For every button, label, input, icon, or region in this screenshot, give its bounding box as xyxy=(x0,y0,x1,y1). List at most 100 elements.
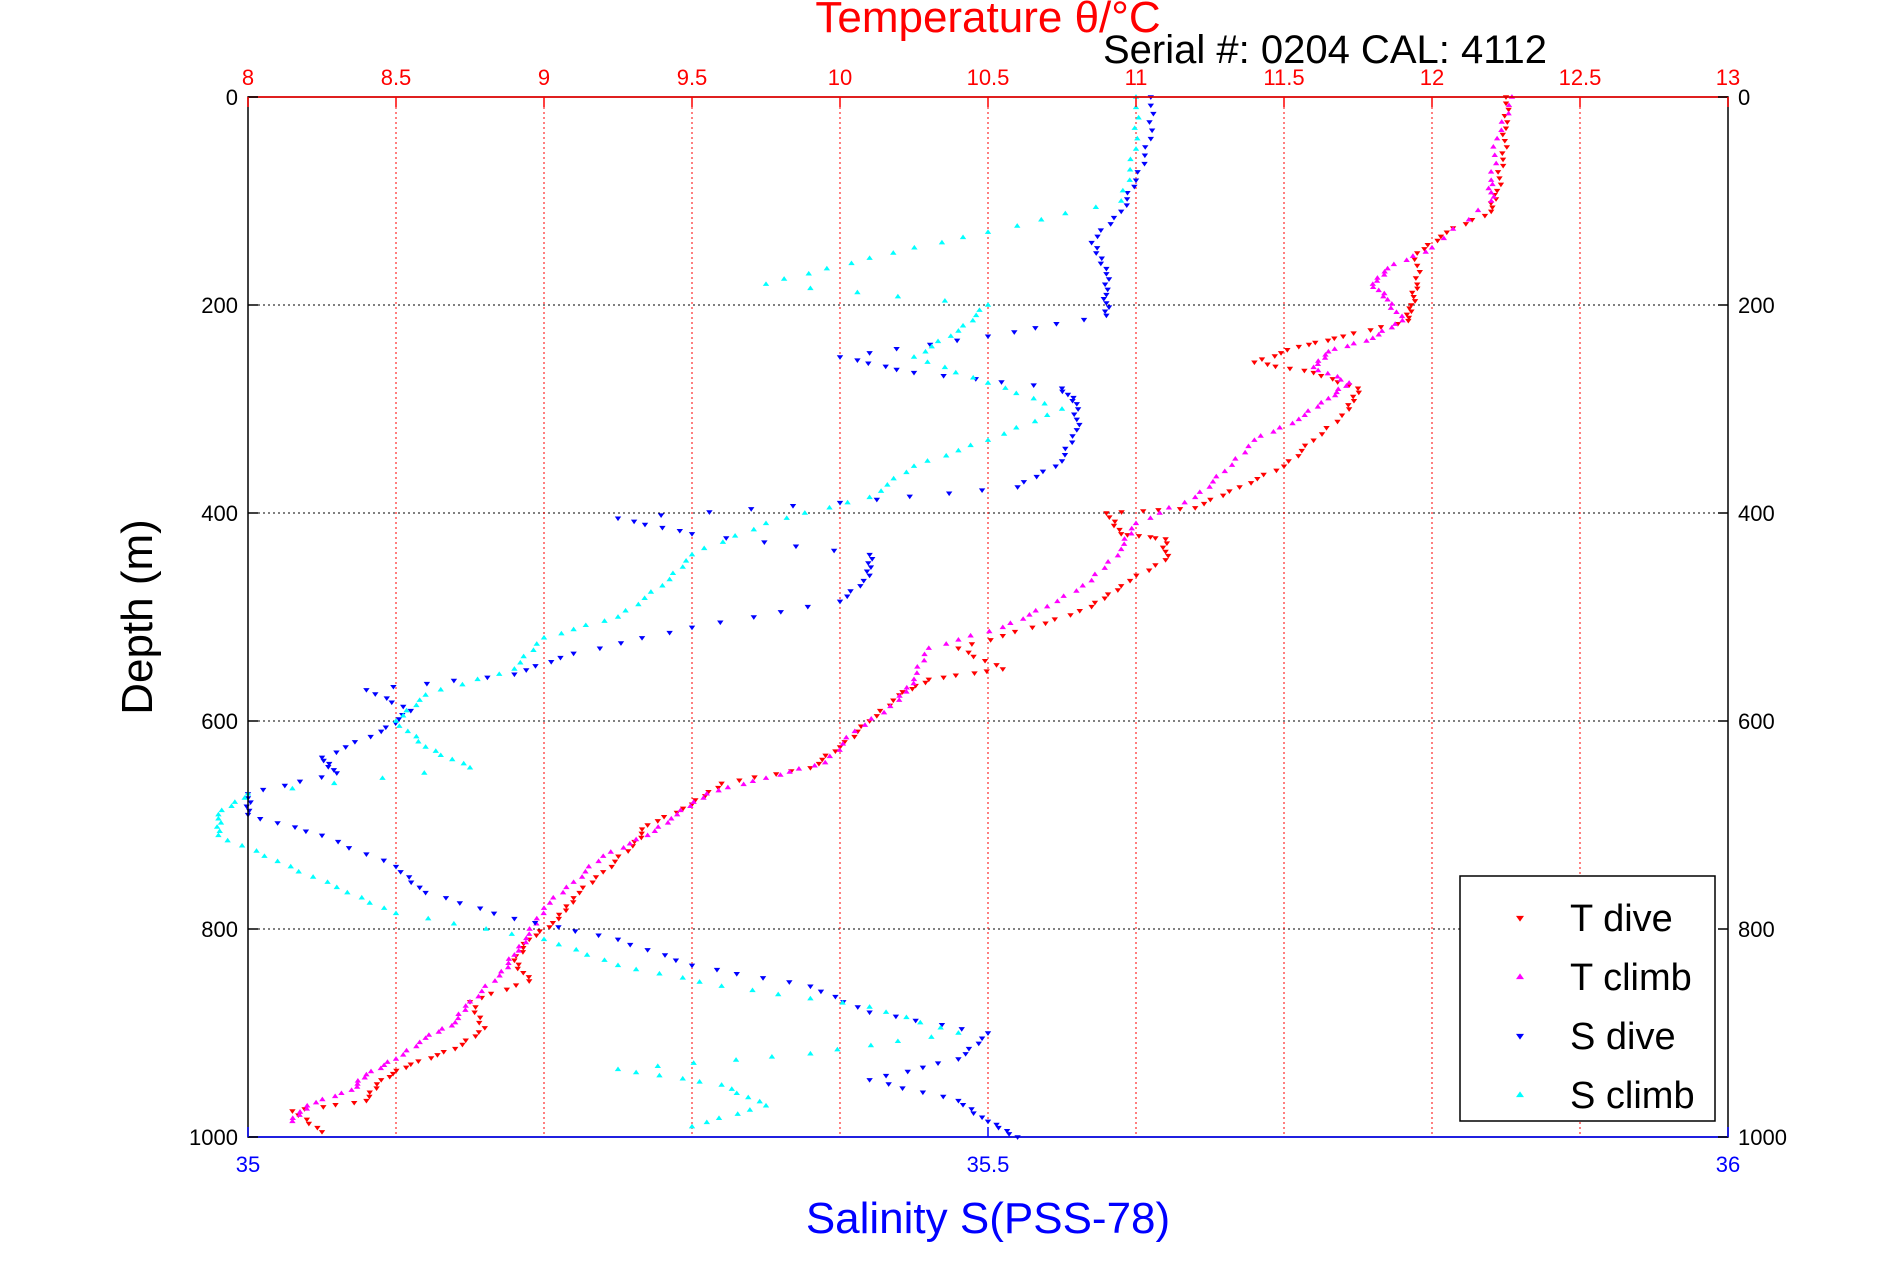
data-point xyxy=(672,958,680,964)
data-point xyxy=(238,842,246,848)
data-point xyxy=(1118,584,1125,589)
data-point xyxy=(868,716,875,721)
data-point xyxy=(476,1015,484,1021)
data-point xyxy=(1054,598,1061,604)
data-point xyxy=(1070,395,1077,401)
data-point xyxy=(1148,128,1156,134)
data-point xyxy=(475,993,482,999)
data-point xyxy=(354,1081,361,1086)
data-point xyxy=(1403,257,1410,263)
data-point xyxy=(941,364,949,370)
data-point xyxy=(866,1004,873,1009)
data-point xyxy=(1318,432,1326,437)
data-point xyxy=(241,795,248,800)
data-point xyxy=(1126,578,1134,584)
data-point xyxy=(562,908,570,914)
data-point xyxy=(1059,389,1066,395)
data-point xyxy=(839,999,846,1005)
temperature-tick-label: 12.5 xyxy=(1559,65,1602,90)
data-point xyxy=(1044,412,1051,417)
data-point xyxy=(540,634,548,640)
data-point xyxy=(1381,271,1388,277)
data-point xyxy=(984,1031,992,1036)
data-point xyxy=(1103,301,1110,306)
data-point xyxy=(688,1123,696,1129)
depth-tick-label-right: 200 xyxy=(1738,293,1775,318)
data-point xyxy=(851,728,858,734)
data-point xyxy=(630,519,638,525)
data-point xyxy=(1100,297,1107,302)
data-point xyxy=(955,646,962,652)
data-point xyxy=(462,1038,469,1044)
data-point xyxy=(366,900,373,905)
data-point xyxy=(719,539,727,544)
data-point xyxy=(866,552,873,558)
data-point xyxy=(1422,249,1429,254)
data-point xyxy=(305,1121,313,1127)
data-point xyxy=(1152,536,1159,541)
data-point xyxy=(999,667,1006,672)
data-point xyxy=(555,916,562,922)
data-point xyxy=(530,647,537,653)
data-point xyxy=(890,250,897,255)
data-point xyxy=(422,744,429,749)
data-point xyxy=(380,1062,388,1067)
data-point xyxy=(1380,293,1387,299)
data-point xyxy=(570,626,577,632)
data-point xyxy=(450,920,458,926)
data-point xyxy=(614,516,622,522)
data-point xyxy=(487,991,495,997)
data-point xyxy=(651,828,659,833)
data-point xyxy=(421,770,428,775)
data-point xyxy=(423,681,431,687)
data-point xyxy=(1111,519,1119,525)
data-point xyxy=(1118,198,1125,203)
data-point xyxy=(563,884,570,890)
data-point xyxy=(1232,456,1239,461)
data-point xyxy=(407,880,415,886)
data-point xyxy=(768,1054,776,1059)
data-point xyxy=(1408,309,1415,315)
data-point xyxy=(1414,282,1421,288)
data-point xyxy=(351,740,359,745)
salinity-tick-label: 36 xyxy=(1716,1152,1740,1177)
data-point xyxy=(549,921,557,926)
data-point xyxy=(917,1019,924,1025)
data-point xyxy=(1011,629,1019,635)
data-point xyxy=(1145,568,1153,574)
data-point xyxy=(1462,222,1470,227)
data-point xyxy=(938,239,946,245)
data-point xyxy=(366,1094,373,1100)
data-point xyxy=(1489,205,1496,211)
data-point xyxy=(611,859,619,865)
data-point xyxy=(893,346,900,352)
data-point xyxy=(910,354,918,359)
data-point xyxy=(380,858,387,864)
data-point xyxy=(676,528,683,534)
data-point xyxy=(1390,261,1398,267)
data-point xyxy=(795,765,803,771)
data-point xyxy=(690,1060,697,1065)
data-point xyxy=(967,632,974,638)
data-point xyxy=(970,1111,977,1116)
data-point xyxy=(1301,368,1308,374)
data-point xyxy=(459,681,466,687)
data-point xyxy=(324,879,331,884)
data-point xyxy=(407,708,414,714)
data-point xyxy=(1505,102,1513,108)
data-point xyxy=(717,620,724,626)
data-point xyxy=(596,646,604,652)
data-point xyxy=(807,1050,814,1056)
depth-tick-label-right: 0 xyxy=(1738,85,1750,110)
data-point xyxy=(677,807,684,813)
data-point xyxy=(1414,251,1421,256)
data-point xyxy=(416,1039,423,1045)
data-point xyxy=(1162,558,1169,563)
data-point xyxy=(442,896,450,901)
data-point xyxy=(228,803,235,809)
data-point xyxy=(826,504,833,510)
data-point xyxy=(965,650,972,656)
data-point xyxy=(515,943,523,949)
data-point xyxy=(1443,230,1450,236)
data-point xyxy=(522,939,530,945)
